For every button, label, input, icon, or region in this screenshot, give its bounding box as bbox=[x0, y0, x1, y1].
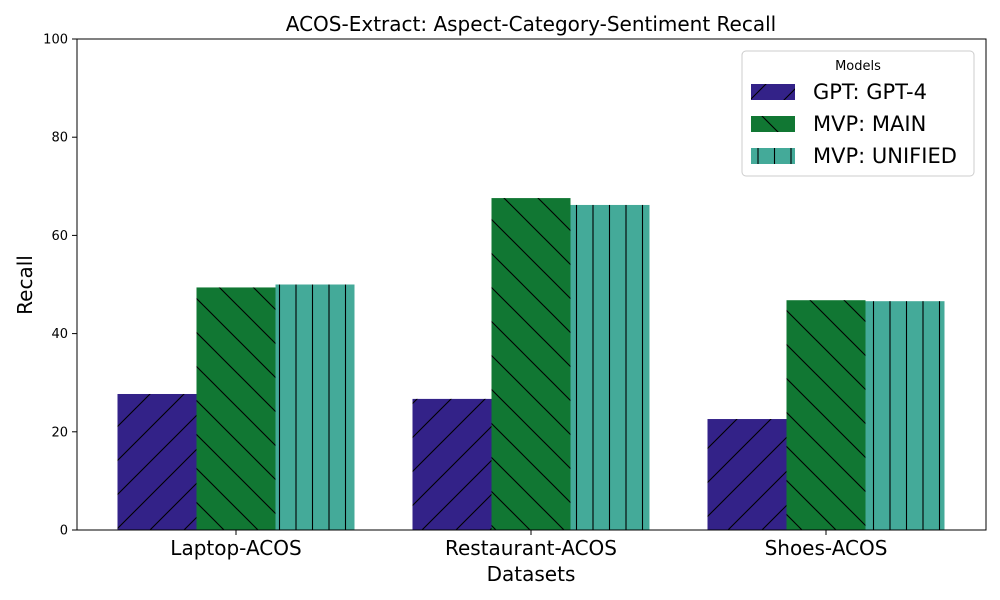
bar-shoes-acos-gpt-gpt-4-hatch bbox=[707, 419, 787, 530]
y-tick-label: 100 bbox=[43, 33, 68, 48]
x-axis-label: Datasets bbox=[487, 562, 576, 586]
x-axis: Laptop-ACOS Restaurant-ACOS Shoes-ACOS bbox=[170, 530, 887, 560]
y-tick-label: 80 bbox=[51, 131, 68, 146]
y-axis-label: Recall bbox=[13, 255, 37, 315]
bar-laptop-acos-mvp-main-hatch bbox=[196, 287, 276, 530]
bar-restaurant-acos-gpt-gpt-4-hatch bbox=[412, 398, 492, 530]
legend-box bbox=[741, 50, 975, 177]
x-tick-label: Shoes-ACOS bbox=[765, 536, 888, 560]
legend-swatch-gpt-gpt-4-hatch bbox=[751, 84, 795, 100]
y-tick-label: 0 bbox=[60, 524, 68, 539]
bar-laptop-acos-mvp-unified-hatch bbox=[275, 284, 355, 530]
y-tick-label: 60 bbox=[51, 229, 68, 244]
bar-laptop-acos-gpt-gpt-4-hatch bbox=[117, 393, 197, 530]
plot-frame bbox=[76, 38, 987, 531]
x-tick-label: Laptop-ACOS bbox=[170, 536, 301, 560]
y-tick-label: 40 bbox=[51, 327, 68, 342]
bar-restaurant-acos-mvp-unified-hatch bbox=[570, 204, 650, 530]
bars-layer bbox=[117, 198, 945, 531]
legend-items: GPT: GPT-4 MVP: MAIN MVP: UNIFIED bbox=[751, 80, 957, 168]
legend: Models GPT: GPT-4 MVP: MAIN MVP: UNIFIED bbox=[741, 50, 975, 177]
bar-shoes-acos-mvp-unified-hatch bbox=[865, 301, 945, 530]
y-axis: 0 20 40 60 80 100 bbox=[43, 33, 77, 539]
legend-swatch-mvp-main-hatch bbox=[751, 116, 795, 132]
bar-restaurant-acos-mvp-main-hatch bbox=[491, 198, 571, 531]
bar-shoes-acos-mvp-main-hatch bbox=[786, 300, 866, 530]
legend-label: MVP: MAIN bbox=[813, 112, 926, 136]
y-tick-label: 20 bbox=[51, 425, 68, 440]
legend-label: GPT: GPT-4 bbox=[813, 80, 927, 104]
chart-title: ACOS-Extract: Aspect-Category-Sentiment … bbox=[286, 12, 776, 36]
legend-label: MVP: UNIFIED bbox=[813, 144, 957, 168]
legend-title: Models bbox=[835, 59, 881, 74]
legend-swatch-mvp-unified-hatch bbox=[751, 148, 795, 164]
x-tick-label: Restaurant-ACOS bbox=[445, 536, 617, 560]
